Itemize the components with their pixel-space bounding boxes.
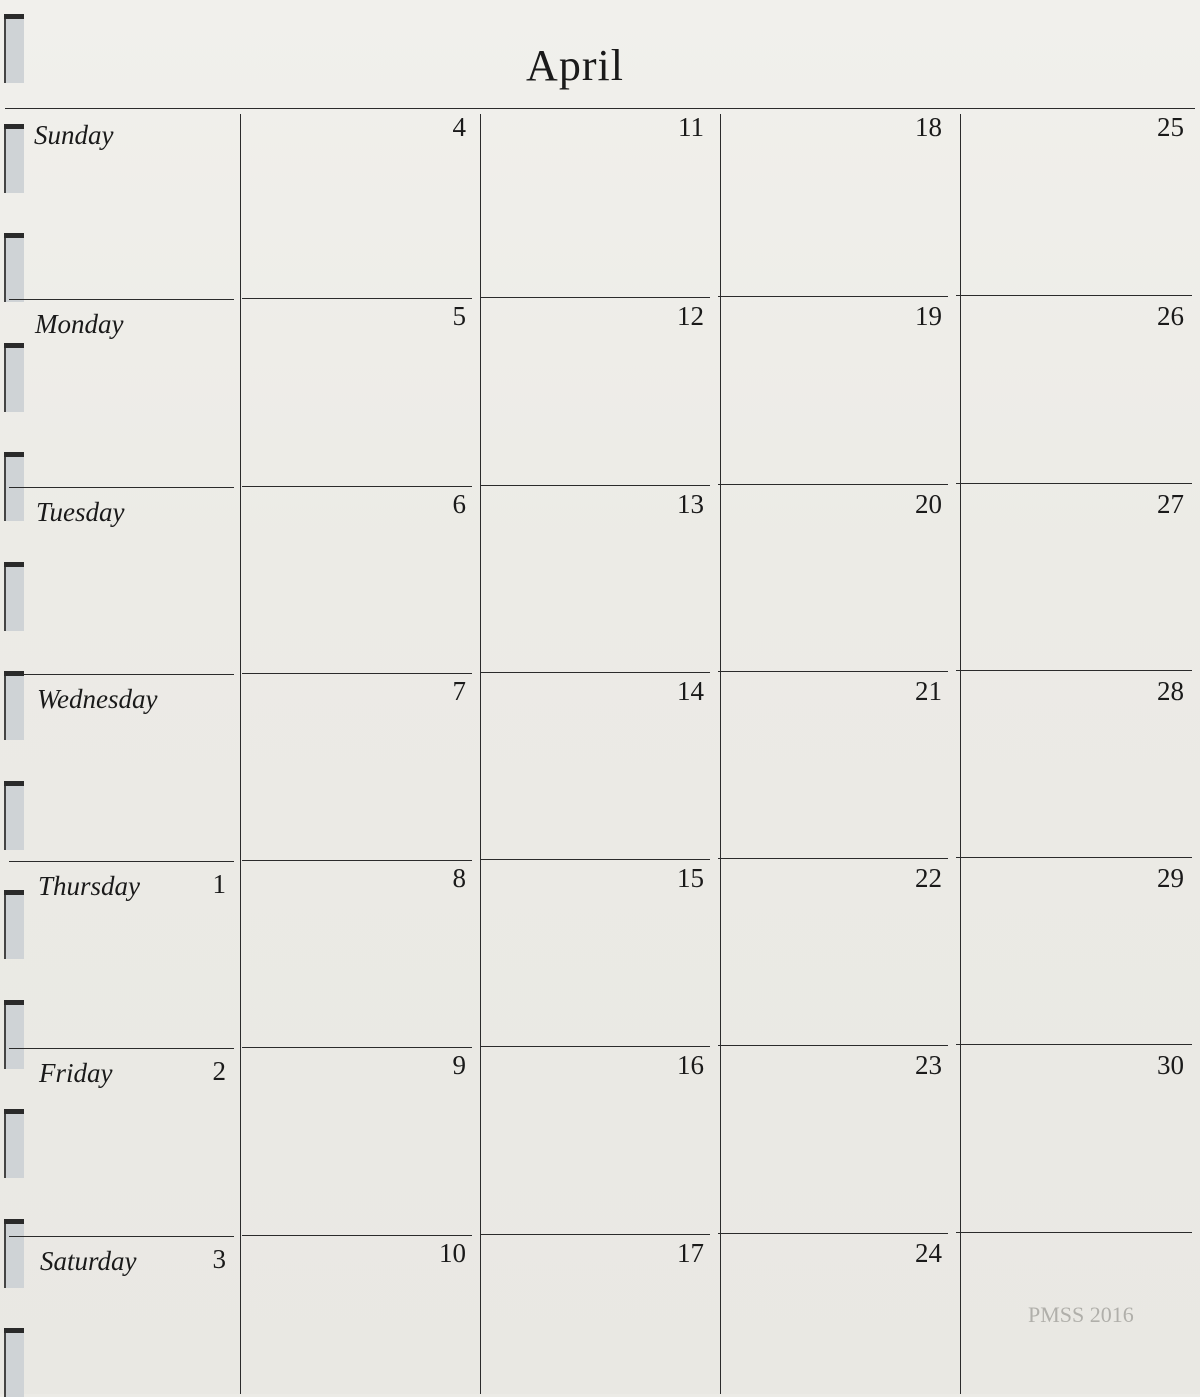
rule-line [5,108,1195,109]
date-number: 24 [915,1238,942,1268]
rule-line [242,486,472,487]
rule-line [956,1044,1192,1045]
day-label-sunday: Sunday [34,120,114,150]
binding-hole-icon [4,1218,24,1288]
binding-hole-icon [4,123,24,193]
date-number: 19 [915,301,942,331]
day-label-tuesday: Tuesday [36,497,125,527]
date-number: 17 [677,1238,704,1268]
rule-line [9,299,234,300]
date-number: 26 [1157,301,1184,331]
rule-line [480,672,710,673]
rule-line [718,484,948,485]
date-number: 18 [915,112,942,142]
date-number: 20 [915,489,942,519]
rule-line [9,487,234,488]
date-number: 28 [1157,676,1184,706]
date-number: 6 [452,489,467,519]
binding-hole-icon [4,233,24,302]
binding-hole-icon [4,14,24,83]
date-number: 5 [452,301,467,331]
date-number: 10 [439,1238,466,1268]
rule-line [956,857,1192,858]
rule-line [718,1233,948,1234]
rule-line [718,671,948,672]
binding-hole-icon [4,1328,24,1397]
date-number: 29 [1157,863,1184,893]
date-number: 23 [915,1050,942,1080]
binding-hole-icon [4,342,24,412]
date-number: 15 [677,863,704,893]
date-number: 25 [1157,112,1184,142]
column-divider [960,114,961,1394]
rule-line [242,1235,472,1236]
month-title: April [526,41,624,90]
date-number: 7 [452,676,467,706]
rule-line [956,1232,1192,1233]
day-label-thursday: Thursday [38,871,141,901]
column-divider [240,114,241,1394]
binding-hole-icon [4,452,24,521]
column-divider [720,114,721,1394]
date-number: 2 [212,1056,227,1086]
date-number: 4 [452,112,467,142]
watermark: PMSS 2016 [1028,1302,1134,1327]
date-number: 12 [677,301,704,331]
rule-line [9,1048,234,1049]
binding-hole-icon [4,561,24,631]
rule-line [242,1047,472,1048]
column-divider [480,114,481,1394]
rule-line [9,1236,234,1237]
rule-line [956,483,1192,484]
rule-line [9,674,234,675]
binding-hole-icon [4,890,24,959]
rule-line [718,1045,948,1046]
date-number: 27 [1157,489,1184,519]
date-number: 1 [212,869,227,899]
rule-line [480,297,710,298]
rule-line [480,1046,710,1047]
binding-hole-icon [4,780,24,850]
date-number: 3 [212,1244,227,1274]
day-label-saturday: Saturday [40,1246,137,1276]
rule-line [242,673,472,674]
date-number: 13 [677,489,704,519]
date-number: 21 [915,676,942,706]
date-number: 16 [677,1050,704,1080]
date-number: 22 [915,863,942,893]
date-number: 8 [452,863,467,893]
date-number: 30 [1157,1050,1184,1080]
rule-line [480,1234,710,1235]
day-label-monday: Monday [35,309,124,339]
binding-hole-icon [4,999,24,1069]
day-label-wednesday: Wednesday [37,684,158,714]
day-label-friday: Friday [39,1058,113,1088]
rule-line [956,295,1192,296]
rule-line [242,860,472,861]
rule-line [718,296,948,297]
rule-line [480,859,710,860]
binding-hole-icon [4,671,24,740]
rule-line [956,670,1192,671]
date-number: 9 [452,1050,467,1080]
rule-line [480,485,710,486]
date-number: 11 [678,112,704,142]
date-number: 14 [677,676,704,706]
rule-line [9,861,234,862]
binding-hole-icon [4,1109,24,1178]
rule-line [242,298,472,299]
rule-line [718,858,948,859]
